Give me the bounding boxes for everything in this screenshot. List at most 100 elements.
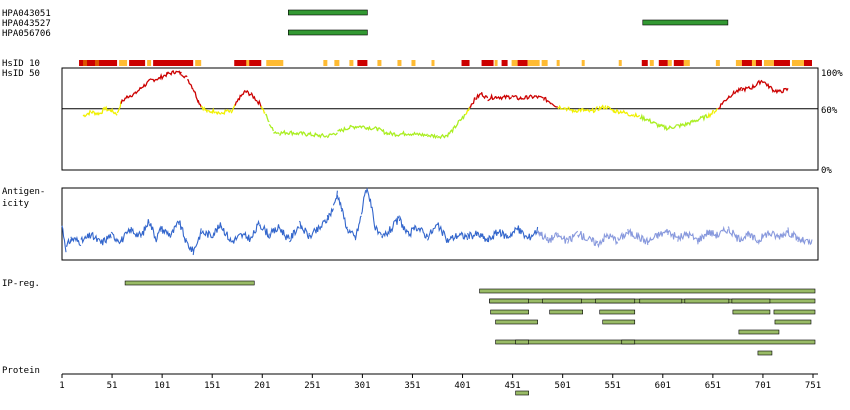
protein-axis-tick-label: 651 xyxy=(705,381,721,391)
hsid50-profile-segment xyxy=(104,105,112,113)
antigenicity-profile-segment xyxy=(354,215,362,241)
antigenicity-profile-segment xyxy=(289,226,300,243)
antigenicity-profile-segment xyxy=(231,232,242,244)
antigenicity-profile-segment xyxy=(298,220,310,239)
hsid50-profile-segment xyxy=(691,118,700,123)
antigenicity-profile-segment xyxy=(326,207,334,221)
hsid50-profile-segment xyxy=(180,74,188,79)
hsid50-profile-segment xyxy=(683,119,693,128)
hsid10-segment xyxy=(83,60,88,66)
antigenicity-profile-segment xyxy=(777,229,789,240)
hsid50-profile-segment xyxy=(326,132,338,139)
ip-region-bar xyxy=(731,298,771,304)
hsid50-profile-segment xyxy=(174,70,182,76)
ip-region-bar xyxy=(542,298,582,304)
antigenicity-profile-segment xyxy=(446,233,459,243)
hsid50-profile-segment xyxy=(158,71,168,81)
antigenicity-profile-segment xyxy=(155,225,162,243)
hsid50-profile-segment xyxy=(639,113,647,122)
antigenicity-profile-segment xyxy=(278,227,290,241)
antigenicity-profile-segment xyxy=(360,191,366,215)
antigenicity-profile-segment xyxy=(527,226,539,241)
antigenicity-profile-segment xyxy=(80,232,92,245)
antigenicity-profile-segment xyxy=(497,229,509,239)
antigenicity-profile-segment xyxy=(757,231,769,245)
hsid50-profile-segment xyxy=(134,86,144,95)
antigenicity-profile-segment xyxy=(477,231,489,243)
antigenicity-profile-segment xyxy=(617,231,629,241)
hsid50-profile-segment xyxy=(487,93,497,102)
hsid50-profile-segment xyxy=(116,100,122,114)
antibody-label-2: HPA043527 xyxy=(2,19,51,29)
antigenicity-profile-segment xyxy=(66,237,72,247)
antigenicity-profile-segment xyxy=(318,218,328,231)
ip-region-bar xyxy=(549,309,583,315)
ip-region-bar xyxy=(495,339,816,345)
hsid10-segment xyxy=(641,60,648,66)
antigenicity-profile-segment xyxy=(100,233,112,246)
hsid10-segment xyxy=(715,60,720,66)
ip-region-bar xyxy=(599,309,636,315)
antigenicity-profile-segment xyxy=(381,226,392,239)
antigenicity-profile-segment xyxy=(185,239,194,252)
hsid10-segment xyxy=(357,60,368,66)
hsid50-profile-segment xyxy=(110,107,118,116)
hsid50-profile-segment xyxy=(581,107,591,113)
hsid50-profile-segment xyxy=(426,133,438,140)
antigenicity-profile-segment xyxy=(416,227,429,239)
hsid50-profile-segment xyxy=(761,80,769,87)
antigenicity-profile-segment xyxy=(597,232,609,249)
hsid10-segment xyxy=(541,60,548,66)
hsid50-profile-segment xyxy=(527,94,536,100)
hsid10-segment xyxy=(129,60,146,66)
hsid50-profile-segment xyxy=(667,125,677,130)
antigenicity-profile-segment xyxy=(130,226,142,238)
hsid50-profile-segment xyxy=(286,130,298,137)
ip-region-bar xyxy=(639,298,683,304)
hsid10-segment xyxy=(683,60,690,66)
antigenicity-profile-segment xyxy=(148,223,157,242)
protein-axis-tick-label: 351 xyxy=(404,381,420,391)
protein-axis-tick-label: 701 xyxy=(755,381,771,391)
hsid50-profile-segment xyxy=(142,78,152,88)
protein-axis-tick-label: 401 xyxy=(454,381,470,391)
antigenicity-profile-segment xyxy=(487,229,499,243)
ip-region-bar xyxy=(595,298,636,304)
hsid50-profile-segment xyxy=(386,130,398,138)
ip-region-bar xyxy=(479,288,816,294)
hsid50-profile-segment xyxy=(452,119,460,129)
ipreg-label: IP-reg. xyxy=(2,279,40,289)
hsid50-profile-segment xyxy=(645,117,653,124)
hsid50-profile-segment xyxy=(699,113,708,122)
antigenicity-profile-segment xyxy=(369,198,376,231)
hsid50-profile-segment xyxy=(446,127,455,138)
antigenicity-profile-segment xyxy=(436,222,449,243)
antigenicity-profile-segment xyxy=(374,224,382,236)
hsid50-profile-segment xyxy=(773,88,781,95)
hsid50-profile-segment xyxy=(215,110,222,116)
hsid50-profile-segment xyxy=(651,120,661,129)
hsid50-profile-segment xyxy=(633,111,641,118)
hsid50-profile-segment xyxy=(519,95,529,100)
hsid50-profile-segment xyxy=(82,109,92,118)
hsid50-profile-segment xyxy=(150,77,160,83)
antigenicity-label-line1: Antigen- xyxy=(2,187,45,197)
hsid10-segment xyxy=(95,60,100,66)
protein-axis-tick-label: 1 xyxy=(59,381,64,391)
hsid50-profile-segment xyxy=(495,95,504,101)
hsid50-profile-segment xyxy=(733,86,742,95)
hsid50-profile-segment xyxy=(250,92,258,102)
antigenicity-profile-segment xyxy=(398,215,408,235)
protein-axis-tick-label: 601 xyxy=(655,381,671,391)
hsid10-segment xyxy=(266,60,284,66)
hsid50-profile-segment xyxy=(707,109,714,119)
hsid50-profile-segment xyxy=(268,124,274,132)
antigenicity-profile-segment xyxy=(647,232,659,244)
ip-region-bar xyxy=(495,319,538,325)
ip-region-bar xyxy=(124,280,255,286)
antigenicity-profile-segment xyxy=(346,228,356,239)
hsid10-segment xyxy=(751,60,756,66)
hsid50-profile-segment xyxy=(90,110,100,117)
hsid10-segment xyxy=(581,60,585,66)
antigenicity-frame xyxy=(61,187,819,261)
